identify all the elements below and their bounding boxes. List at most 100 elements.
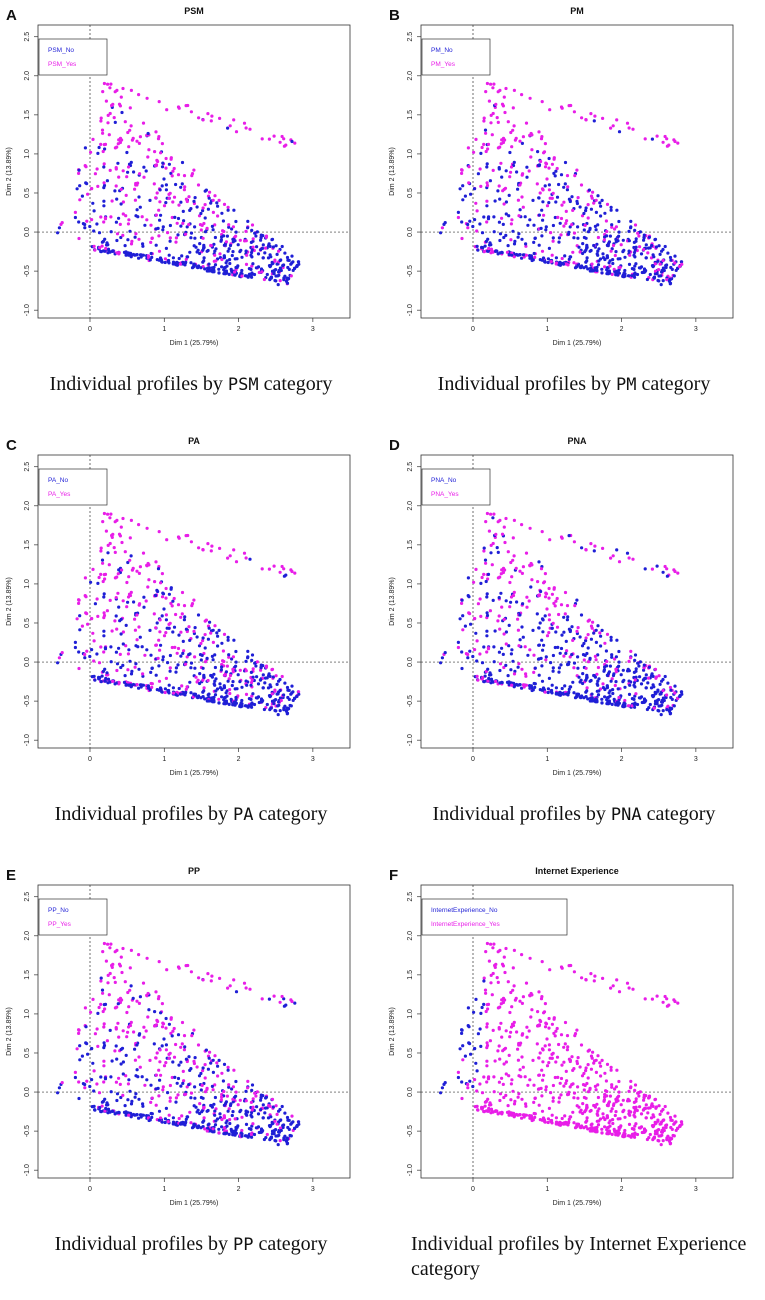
point-yes [157,100,161,104]
point-no [155,621,159,625]
point-no [639,265,644,269]
point-no [202,245,206,249]
point-no [78,628,82,632]
point-yes [106,121,110,125]
point-yes [505,1110,510,1114]
legend-no: InternetExperience_No [431,907,498,914]
point-no [222,1062,227,1066]
point-yes [520,1097,524,1101]
point-yes [547,613,551,617]
point-yes [145,218,149,222]
point-yes [586,1063,590,1067]
point-no [122,250,127,254]
point-yes [540,1068,544,1072]
x-tick-label: 3 [311,756,315,763]
point-no [297,262,301,266]
point-yes [561,1122,565,1126]
point-yes [102,1080,106,1084]
point-no [668,255,673,260]
point-yes [603,1071,607,1075]
point-yes [596,1083,600,1087]
point-yes [253,1091,257,1095]
point-no [469,192,473,196]
point-yes [613,657,617,661]
point-yes [201,978,205,982]
point-yes [164,1026,168,1030]
point-yes [666,1111,670,1115]
point-no [540,688,544,692]
point-yes [502,1062,506,1066]
point-yes [564,221,568,225]
point-yes [592,1061,596,1065]
point-yes [101,520,105,524]
point-yes [184,257,188,261]
point-yes [598,631,602,635]
point-yes [635,1132,640,1137]
point-yes [192,629,196,633]
point-yes [518,1043,522,1047]
point-yes [126,1082,130,1086]
panel-letter: E [6,867,16,884]
point-no [610,653,614,657]
point-no [271,675,275,679]
point-yes [491,541,495,546]
point-no [92,1104,96,1108]
point-yes [177,536,181,540]
point-no [192,199,196,203]
point-no [259,248,263,252]
point-yes [77,1028,81,1032]
point-yes [504,1060,508,1064]
point-yes [603,1095,607,1099]
point-yes [497,184,501,188]
point-no [680,260,684,264]
point-no [97,145,101,150]
point-no [201,666,205,670]
point-no [520,256,524,260]
point-yes [609,249,613,253]
point-yes [485,1080,489,1084]
point-no [103,646,107,650]
point-no [223,271,227,275]
point-yes [557,1042,561,1047]
point-yes [586,216,590,220]
point-no [661,696,665,700]
point-yes [504,1029,508,1033]
point-yes [242,121,247,125]
point-yes [110,629,114,633]
point-yes [568,1115,572,1119]
point-yes [646,251,650,255]
point-yes [504,516,508,521]
point-no [164,1043,168,1047]
point-yes [633,1083,638,1087]
y-tick-label: 1.0 [24,1009,31,1019]
point-no [189,231,194,235]
point-no [472,187,477,191]
point-no [263,681,267,685]
point-no [659,713,663,717]
point-no [610,702,614,706]
point-no [261,256,265,260]
point-no [252,272,257,277]
point-yes [543,165,548,169]
point-no [589,207,593,211]
point-yes [104,99,108,103]
point-no [558,221,562,225]
point-no [226,249,230,253]
point-no [102,165,106,169]
point-no [632,272,636,276]
point-yes [593,1084,597,1088]
point-yes [540,960,544,964]
point-yes [615,1068,619,1072]
point-yes [209,119,213,123]
point-no [627,239,631,243]
point-no [492,645,496,649]
point-yes [482,119,486,123]
point-yes [114,1026,118,1030]
point-no [643,567,647,571]
point-yes [527,599,531,603]
point-yes [503,110,507,115]
point-yes [657,1104,661,1108]
point-yes [108,111,112,116]
point-yes [231,1085,235,1089]
